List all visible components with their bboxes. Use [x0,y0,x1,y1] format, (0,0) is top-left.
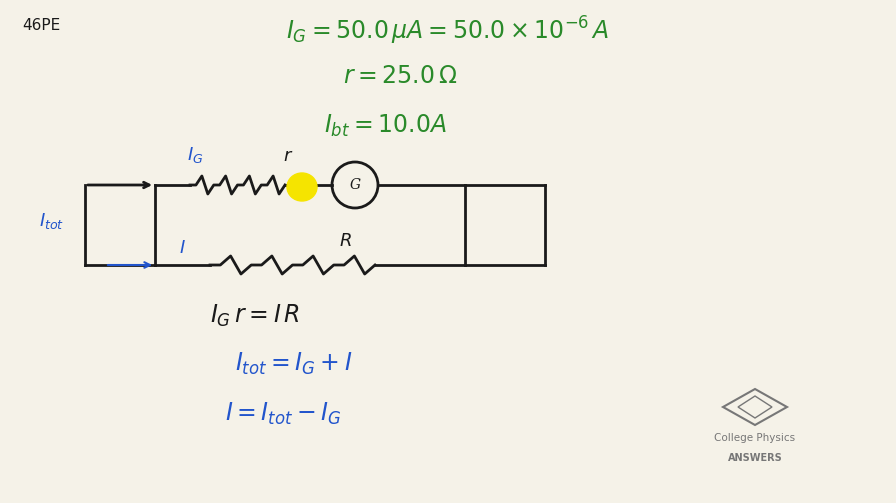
Text: $I = I_{tot} - I_G$: $I = I_{tot} - I_G$ [225,401,341,427]
Text: ANSWERS: ANSWERS [728,453,782,463]
Text: $I_{tot} = I_G + I$: $I_{tot} = I_G + I$ [235,351,352,377]
Text: $I_{tot}$: $I_{tot}$ [39,211,65,231]
Text: $r = 25.0\,\Omega$: $r = 25.0\,\Omega$ [343,65,457,88]
Text: $r$: $r$ [283,147,293,165]
Text: $R$: $R$ [339,232,351,250]
Text: 46PE: 46PE [22,18,60,33]
Text: $I_{bt} = 10.0A$: $I_{bt} = 10.0A$ [323,113,446,139]
Text: $I$: $I$ [178,239,185,257]
Ellipse shape [287,173,317,201]
Text: College Physics: College Physics [714,433,796,443]
Text: $I_G = 50.0\,\mu A = 50.0\times10^{-6}\,A$: $I_G = 50.0\,\mu A = 50.0\times10^{-6}\,… [286,15,610,47]
Text: $I_G$: $I_G$ [186,145,203,165]
Text: G: G [349,178,360,192]
Text: $I_G\,r = I\,R$: $I_G\,r = I\,R$ [210,303,300,329]
